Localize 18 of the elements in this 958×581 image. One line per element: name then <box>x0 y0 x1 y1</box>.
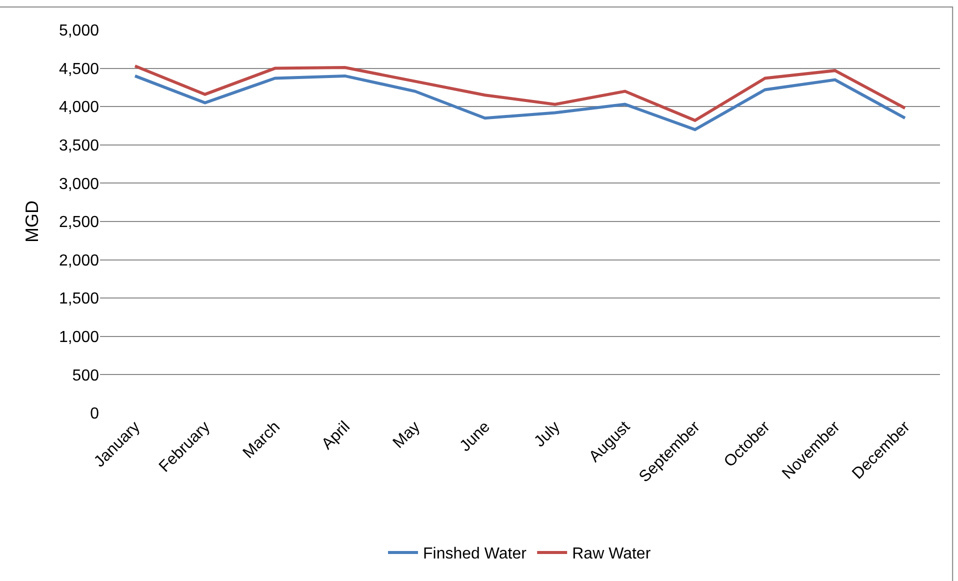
y-tick-label: 3,500 <box>58 138 100 154</box>
y-tick-label: 2,500 <box>58 214 100 232</box>
y-tick-label: 3,000 <box>58 176 100 193</box>
y-axis-title: MGD <box>22 200 42 242</box>
line-series <box>134 64 906 122</box>
y-tick-label: 2,000 <box>58 252 100 270</box>
y-tick-label: 1,000 <box>58 329 100 346</box>
y-tick-label: 4,500 <box>58 60 100 78</box>
x-tick-label: July <box>531 418 564 451</box>
y-tick-label: 4,000 <box>58 99 100 116</box>
line-series <box>134 74 906 132</box>
legend-label: Finshed Water <box>423 546 528 563</box>
y-tick-label: 5,000 <box>58 22 100 40</box>
legend-label: Raw Water <box>572 546 652 563</box>
x-tick-label: May <box>390 418 424 452</box>
y-tick-label: 500 <box>72 367 100 384</box>
y-tick-label: 1,500 <box>58 290 100 308</box>
y-tick-label: 0 <box>90 406 100 423</box>
